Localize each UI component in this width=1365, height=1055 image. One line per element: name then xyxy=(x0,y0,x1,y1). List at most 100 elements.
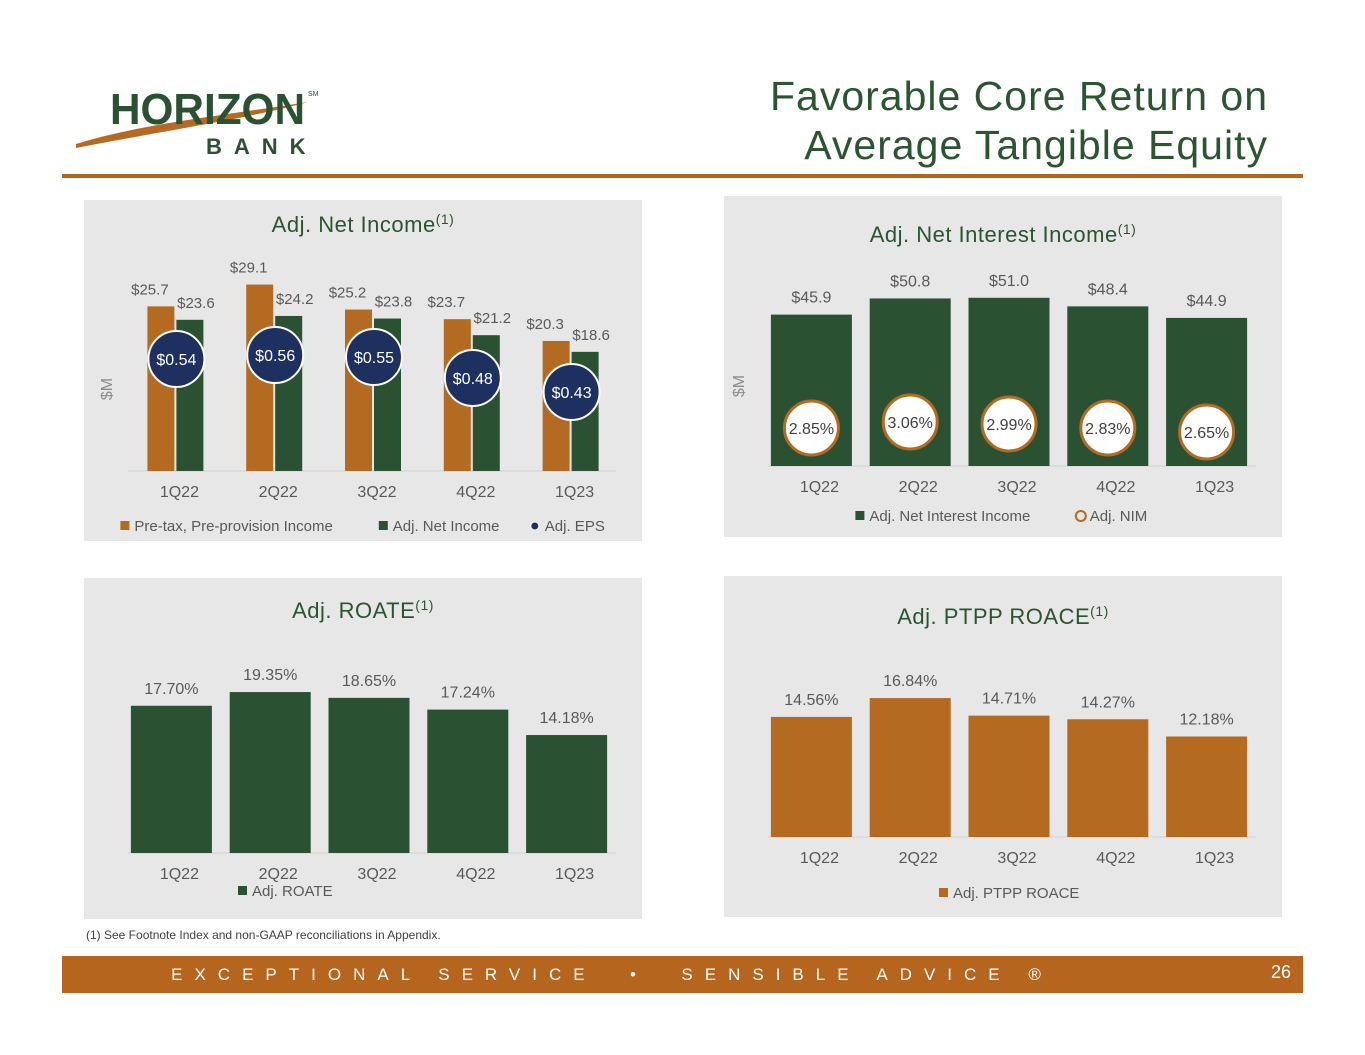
net-interest-income-panel: Adj. Net Interest Income(1) $M 1Q22 $45.9 2.… xyxy=(724,196,1282,537)
legend-swatch xyxy=(939,888,948,897)
footer-bar: EXCEPTIONAL SERVICE • SENSIBLE ADVICE ® … xyxy=(62,956,1303,993)
data-label: $25.7 xyxy=(131,281,169,298)
data-label: $18.6 xyxy=(572,327,610,344)
data-label: 17.70% xyxy=(144,681,198,698)
data-label: 14.56% xyxy=(784,692,838,709)
bar-adj-roate xyxy=(328,697,410,853)
chart-title: Adj. Net Interest Income(1) xyxy=(870,221,1137,247)
x-tick-label: 2Q22 xyxy=(259,866,298,883)
roate-chart: Adj. ROATE(1)1Q2217.70%2Q2219.35%3Q2218.… xyxy=(128,597,616,900)
data-label: 16.84% xyxy=(883,673,937,690)
bar-adj-roate xyxy=(526,735,608,853)
nim-marker xyxy=(1178,403,1236,461)
page-title: Favorable Core Return on Average Tangibl… xyxy=(770,72,1268,170)
x-tick-label: 2Q22 xyxy=(259,484,298,501)
data-label: $25.2 xyxy=(329,285,367,302)
eps-marker xyxy=(246,326,305,384)
footer-tagline: EXCEPTIONAL SERVICE • SENSIBLE ADVICE ® xyxy=(171,965,1053,984)
data-label: $24.2 xyxy=(276,291,314,308)
nim-marker xyxy=(782,399,840,457)
nim-marker xyxy=(881,393,939,451)
data-label: $45.9 xyxy=(791,290,831,307)
chart-title-text: Adj. PTPP ROACE xyxy=(897,604,1090,629)
x-tick-label: 2Q22 xyxy=(899,479,938,496)
eps-label: $0.56 xyxy=(255,348,295,365)
data-label: $20.3 xyxy=(526,316,564,333)
net-interest-income-chart: Adj. Net Interest Income(1)$M1Q22$45.92.… xyxy=(731,221,1256,525)
chart-title: Adj. PTPP ROACE(1) xyxy=(897,603,1109,629)
x-tick-label: 1Q22 xyxy=(800,479,839,496)
logo-text: HORIZON xyxy=(110,85,305,134)
legend-label: Adj. NIM xyxy=(1090,508,1148,525)
x-tick-label: 4Q22 xyxy=(456,866,495,883)
y-axis-label: $M xyxy=(99,378,116,400)
x-tick-label: 4Q22 xyxy=(1096,479,1135,496)
legend-swatch xyxy=(855,511,865,520)
data-label: 14.27% xyxy=(1081,694,1135,711)
data-label: $50.8 xyxy=(890,273,930,290)
y-axis-label: $M xyxy=(731,375,748,397)
page-title-line1: Favorable Core Return on xyxy=(769,73,1268,119)
nim-label: 2.99% xyxy=(986,417,1031,434)
ptpp-roace-panel: Adj. PTPP ROACE(1) 1Q22 14.56% 2Q22 16.84% 3Q… xyxy=(724,576,1282,917)
chart-title-footnote-marker: (1) xyxy=(436,211,455,227)
horizon-bank-logo: HORIZON SM BANK xyxy=(70,72,330,167)
nim-marker xyxy=(980,395,1038,453)
data-label: 18.65% xyxy=(342,673,396,690)
nim-label: 3.06% xyxy=(888,415,933,432)
bar-adj-roate xyxy=(427,709,509,853)
chart-title-footnote-marker: (1) xyxy=(415,597,434,613)
data-label: $21.2 xyxy=(474,310,512,327)
legend-swatch xyxy=(120,521,130,530)
legend-label: Adj. Net Interest Income xyxy=(869,508,1030,525)
data-label: 12.18% xyxy=(1179,712,1233,729)
nim-label: 2.65% xyxy=(1184,425,1229,442)
x-tick-label: 1Q22 xyxy=(160,484,199,501)
data-label: 17.24% xyxy=(441,685,495,702)
net-income-panel: Adj. Net Income(1) $M 1Q22 $25.7 $23.6 $0.54 2… xyxy=(84,200,642,541)
chart-title-footnote-marker: (1) xyxy=(1118,221,1137,237)
data-label: 14.18% xyxy=(539,710,593,727)
roate-panel: Adj. ROATE(1) 1Q22 17.70% 2Q22 19.35% 3Q22 18.… xyxy=(84,578,642,919)
chart-title-text: Adj. Net Interest Income xyxy=(870,222,1118,247)
legend-label: Pre-tax, Pre-provision Income xyxy=(134,518,332,535)
x-tick-label: 1Q22 xyxy=(160,866,199,883)
legend-label: Adj. EPS xyxy=(545,518,605,535)
eps-marker xyxy=(443,349,502,407)
data-label: $23.8 xyxy=(375,294,413,311)
nim-label: 2.83% xyxy=(1085,421,1130,438)
x-tick-label: 3Q22 xyxy=(997,479,1036,496)
legend-swatch xyxy=(378,521,388,530)
legend-swatch xyxy=(238,886,247,895)
x-tick-label: 2Q22 xyxy=(899,850,938,867)
nim-marker xyxy=(1079,399,1137,457)
data-label: $23.7 xyxy=(428,294,466,311)
x-tick-label: 1Q23 xyxy=(1195,479,1234,496)
legend-label: Adj. ROATE xyxy=(252,883,333,900)
chart-title-text: Adj. Net Income xyxy=(272,212,436,237)
bar-adj-roate xyxy=(229,692,311,853)
eps-marker xyxy=(147,330,206,388)
chart-title: Adj. Net Income(1) xyxy=(272,211,455,237)
footnote: (1) See Footnote Index and non-GAAP reco… xyxy=(86,928,441,942)
chart-title-footnote-marker: (1) xyxy=(1090,603,1109,619)
header-divider xyxy=(62,174,1303,178)
legend-swatch xyxy=(530,521,540,531)
data-label: $44.9 xyxy=(1187,293,1227,310)
bar-adj-ptpp-roace xyxy=(770,716,852,837)
eps-label: $0.43 xyxy=(552,385,592,402)
eps-label: $0.55 xyxy=(354,350,394,367)
x-tick-label: 1Q23 xyxy=(555,866,594,883)
legend-label: Adj. Net Income xyxy=(393,518,500,535)
data-label: 14.71% xyxy=(982,691,1036,708)
x-tick-label: 3Q22 xyxy=(357,484,396,501)
eps-label: $0.54 xyxy=(156,352,196,369)
x-tick-label: 1Q23 xyxy=(555,484,594,501)
x-tick-label: 4Q22 xyxy=(456,484,495,501)
chart-title: Adj. ROATE(1) xyxy=(292,597,434,623)
x-tick-label: 1Q23 xyxy=(1195,850,1234,867)
page-title-line2: Average Tangible Equity xyxy=(804,122,1268,168)
bar-adj-roate xyxy=(130,705,212,853)
nim-label: 2.85% xyxy=(789,421,834,438)
data-label: $51.0 xyxy=(989,273,1029,290)
